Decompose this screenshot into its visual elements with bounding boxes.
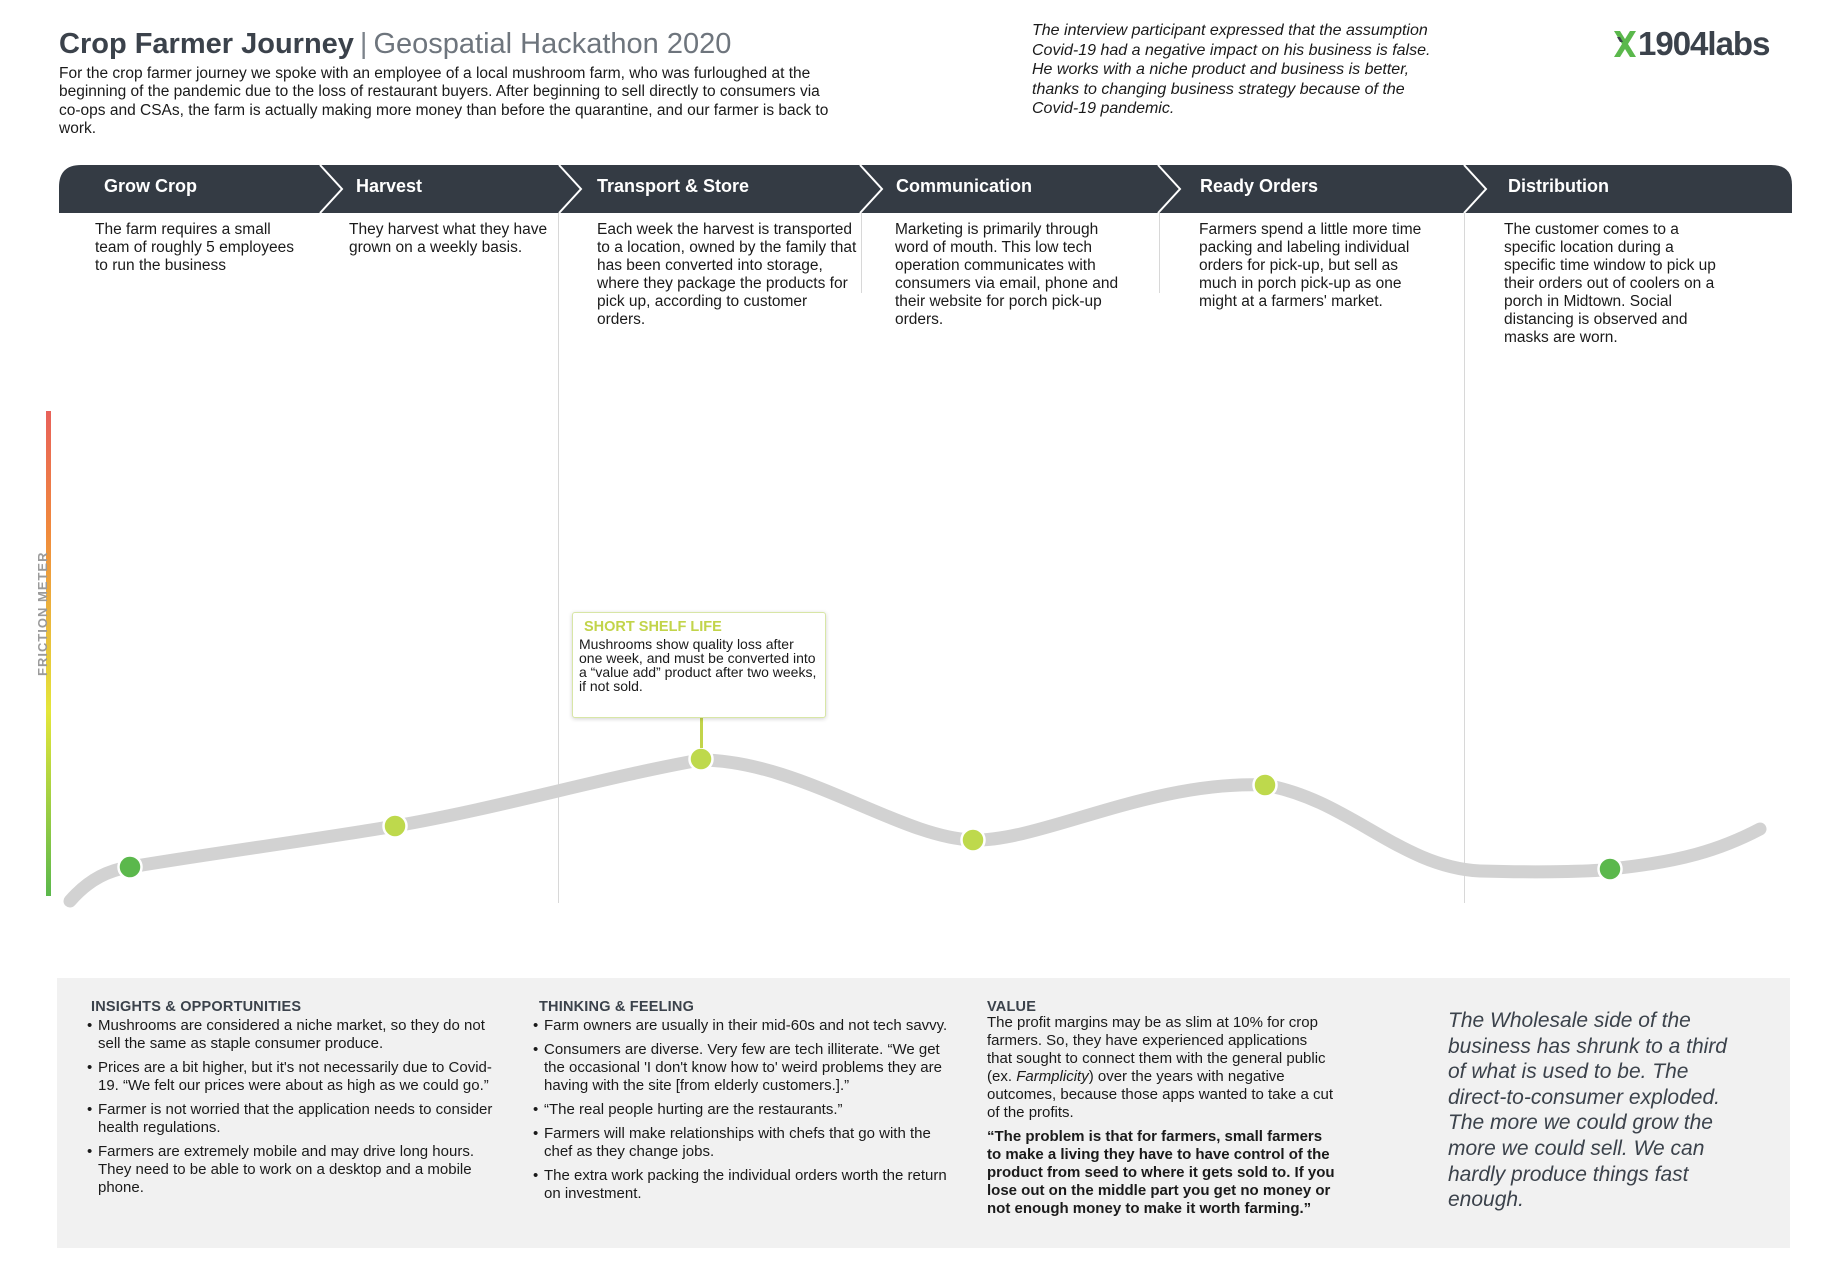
- callout-title: SHORT SHELF LIFE: [584, 619, 722, 635]
- chevron-divider: [1157, 165, 1182, 213]
- stage-bar: [59, 165, 1792, 213]
- list-item: Farm owners are usually in their mid-60s…: [533, 1017, 951, 1035]
- shelf-life-callout: SHORT SHELF LIFE Mushrooms show quality …: [572, 612, 826, 718]
- value-text-before: The profit margins may be as slim at 10%…: [987, 1014, 1326, 1085]
- company-logo: 1904labs: [1614, 24, 1770, 64]
- list-item: Prices are a bit higher, but it's not ne…: [87, 1059, 497, 1095]
- stage-desc-transport-store: Each week the harvest is transported to …: [597, 221, 857, 328]
- stage-label-transport-store: Transport & Store: [597, 176, 750, 196]
- stage-label-ready-orders: Ready Orders: [1200, 176, 1319, 196]
- stage-desc-harvest: They harvest what they have grown on a w…: [349, 221, 548, 256]
- stage-divider: [558, 213, 559, 903]
- friction-point-ready-orders: [1252, 772, 1278, 798]
- value-text-after: ) over the years with negative outcomes,…: [987, 1068, 1334, 1121]
- value-quote: “The problem is that for farmers, small …: [987, 1128, 1335, 1217]
- title-subtitle: Geospatial Hackathon 2020: [373, 28, 732, 60]
- stage-label-distribution: Distribution: [1508, 176, 1609, 196]
- callout-body: Mushrooms show quality loss after one we…: [579, 636, 817, 694]
- value-text-italic: Farmplicity: [1016, 1068, 1089, 1085]
- chevron-divider: [1463, 165, 1488, 213]
- friction-meter-gradient: [46, 411, 51, 896]
- friction-point-communication: [960, 827, 986, 853]
- thinking-list: Farm owners are usually in their mid-60s…: [533, 1017, 951, 1209]
- friction-point-distribution: [1597, 856, 1623, 882]
- stage-desc-communication: Marketing is primarily through word of m…: [895, 221, 1119, 328]
- stage-desc-grow-crop: The farm requires a small team of roughl…: [95, 221, 295, 274]
- stage-divider: [1464, 213, 1465, 903]
- stage-desc-distribution: The customer comes to a specific locatio…: [1504, 221, 1716, 346]
- stage-bar-shape: [59, 165, 1792, 213]
- page-title: Crop Farmer Journey | Geospatial Hackathon…: [59, 28, 731, 61]
- stage-divider: [1159, 213, 1160, 293]
- value-text: The profit margins may be as slim at 10%…: [987, 1014, 1335, 1122]
- list-item: Farmers are extremely mobile and may dri…: [87, 1143, 497, 1197]
- list-item: “The real people hurting are the restaur…: [533, 1101, 951, 1119]
- value-heading: VALUE: [987, 999, 1037, 1015]
- logo-text: 1904labs: [1638, 25, 1770, 62]
- list-item: The extra work packing the individual or…: [533, 1167, 951, 1203]
- stage-label-grow-crop: Grow Crop: [104, 176, 197, 196]
- callout-stem: [700, 718, 703, 748]
- list-item: Consumers are diverse. Very few are tech…: [533, 1041, 951, 1095]
- chevron-divider: [319, 165, 344, 213]
- friction-point-harvest: [382, 813, 408, 839]
- stage-label-communication: Communication: [896, 176, 1033, 196]
- stage-label-harvest: Harvest: [356, 176, 423, 196]
- thinking-heading: THINKING & FEELING: [539, 999, 695, 1015]
- participant-quote: The interview participant expressed that…: [1032, 22, 1431, 118]
- title-main: Crop Farmer Journey: [59, 28, 354, 60]
- list-item: Farmer is not worried that the applicati…: [87, 1101, 497, 1137]
- chevron-divider: [859, 165, 884, 213]
- insights-list: Mushrooms are considered a niche market,…: [87, 1017, 497, 1203]
- journey-path: [63, 753, 1767, 908]
- list-item: Farmers will make relationships with che…: [533, 1125, 951, 1161]
- stage-desc-ready-orders: Farmers spend a little more time packing…: [1199, 221, 1422, 310]
- title-separator: |: [359, 28, 368, 60]
- insights-heading: INSIGHTS & OPPORTUNITIES: [91, 999, 302, 1015]
- friction-point-transport-store: [688, 746, 714, 772]
- chevron-divider: [558, 165, 583, 213]
- intro-text: For the crop farmer journey we spoke wit…: [59, 65, 829, 138]
- wholesale-quote: The Wholesale side of the business has s…: [1448, 1009, 1727, 1212]
- list-item: Mushrooms are considered a niche market,…: [87, 1017, 497, 1053]
- x-mark-icon: [1614, 31, 1636, 57]
- stage-divider: [861, 213, 862, 293]
- friction-point-grow-crop: [117, 854, 143, 880]
